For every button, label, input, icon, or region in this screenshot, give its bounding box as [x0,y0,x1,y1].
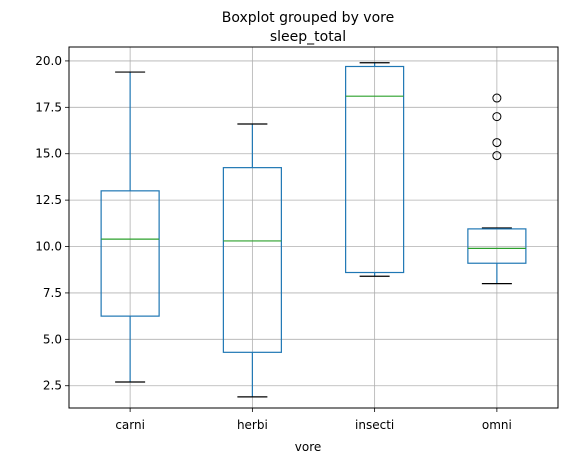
boxes [100,62,527,398]
box-iqr [345,65,405,274]
y-tick-label: 15.0 [35,147,62,161]
y-tick-label: 5.0 [43,332,62,346]
x-axis-label: vore [295,440,322,454]
box-iqr [222,167,282,353]
box-omni [467,93,527,285]
box-herbi [222,123,282,398]
plot-frame [68,46,559,409]
box-iqr [467,228,527,264]
outlier-point [492,151,502,161]
y-tick-label: 10.0 [35,240,62,254]
outlier-point [492,138,502,148]
x-tick-label: omni [482,418,512,432]
x-tick-label: herbi [237,418,268,432]
y-tick-label: 7.5 [43,286,62,300]
y-axis-ticks: 2.5 5.0 7.5 10.0 12.5 15.0 17.5 20.0 [35,54,69,393]
outlier-point [492,112,502,122]
chart-subtitle: sleep_total [270,29,346,45]
x-tick-label: carni [115,418,145,432]
y-tick-label: 2.5 [43,379,62,393]
box-iqr [100,190,160,317]
chart-title: Boxplot grouped by vore [222,10,394,26]
grid [69,47,558,408]
box-carni [100,71,160,383]
x-axis-ticks: carni herbi insecti omni [115,408,512,432]
x-tick-label: insecti [355,418,394,432]
y-tick-label: 17.5 [35,100,62,114]
outlier-point [492,93,502,103]
box-insecti [345,62,405,277]
y-tick-label: 12.5 [35,193,62,207]
y-tick-label: 20.0 [35,54,62,68]
